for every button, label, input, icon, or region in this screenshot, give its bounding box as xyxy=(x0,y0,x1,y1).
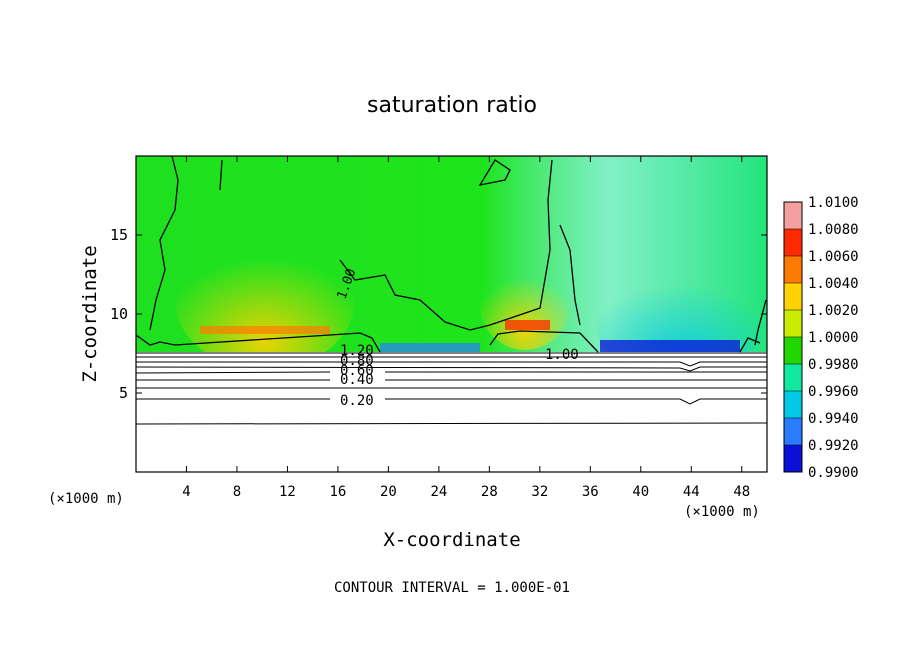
colorbar-segment xyxy=(784,202,802,230)
x-tick-label: 44 xyxy=(683,484,700,500)
hot-strip-center xyxy=(505,320,550,330)
warm-region-left xyxy=(175,230,355,370)
contour-label: 0.40 xyxy=(340,372,374,388)
chart-title: saturation ratio xyxy=(367,93,537,118)
footer-text: CONTOUR INTERVAL = 1.000E-01 xyxy=(334,580,570,596)
x-tick-label: 20 xyxy=(380,484,397,500)
contour-near-surface xyxy=(135,330,761,353)
stratification-contours xyxy=(135,352,768,425)
y-axis: 5 10 15 xyxy=(110,226,767,402)
colorbar-segment xyxy=(784,337,802,365)
colorbar: 1.0100 1.0080 1.0060 1.0040 1.0020 1.0000 0.99… xyxy=(783,195,859,481)
x-axis-label: X-coordinate xyxy=(383,529,520,551)
colorbar-label: 1.0020 xyxy=(808,303,859,319)
warm-region-center xyxy=(480,260,570,350)
colorbar-segment xyxy=(784,445,802,473)
colorbar-label: 0.9980 xyxy=(808,357,859,373)
colorbar-label: 0.9940 xyxy=(808,411,859,427)
contour-labels: 1.20 0.80 0.60 0.40 0.20 1.00 1.00 xyxy=(335,267,579,409)
contour-label: 1.20 xyxy=(340,343,374,359)
x-tick-label: 12 xyxy=(279,484,296,500)
x-tick-label: 8 xyxy=(233,484,241,500)
colorbar-label: 1.0000 xyxy=(808,330,859,346)
x-unit-right: (×1000 m) xyxy=(684,504,760,520)
cold-strip-mid xyxy=(380,343,480,353)
y-tick-label: 5 xyxy=(119,384,128,402)
contour-label: 0.20 xyxy=(340,393,374,409)
x-tick-label: 28 xyxy=(481,484,498,500)
x-tick-label: 4 xyxy=(182,484,190,500)
x-tick-label: 48 xyxy=(733,484,750,500)
x-tick-label: 32 xyxy=(531,484,548,500)
x-unit-left: (×1000 m) xyxy=(48,491,124,507)
colorbar-label: 0.9920 xyxy=(808,438,859,454)
cold-strip-right xyxy=(600,340,740,352)
colorbar-segment xyxy=(784,229,802,257)
colorbar-label: 0.9960 xyxy=(808,384,859,400)
colorbar-label: 0.9900 xyxy=(808,465,859,481)
x-tick-label: 40 xyxy=(632,484,649,500)
contour-label: 0.60 xyxy=(340,363,374,379)
y-axis-label: Z-coordinate xyxy=(79,245,101,382)
contour-1-00 xyxy=(149,155,767,346)
colorbar-label: 1.0060 xyxy=(808,249,859,265)
hot-strip-left xyxy=(200,326,330,334)
colorbar-segment xyxy=(784,256,802,284)
colorbar-segment xyxy=(784,310,802,338)
x-tick-label: 16 xyxy=(329,484,346,500)
contour-label: 0.80 xyxy=(340,353,374,369)
colorbar-label: 1.0040 xyxy=(808,276,859,292)
colorbar-segment xyxy=(784,418,802,446)
colorbar-label: 1.0100 xyxy=(808,195,859,211)
colorbar-label: 1.0080 xyxy=(808,222,859,238)
colorbar-segment xyxy=(784,391,802,419)
x-tick-label: 36 xyxy=(582,484,599,500)
x-tick-label: 24 xyxy=(430,484,447,500)
colorbar-segment xyxy=(784,283,802,311)
y-tick-label: 10 xyxy=(110,305,128,323)
contour-label: 1.00 xyxy=(545,347,579,363)
plot-area xyxy=(135,155,768,473)
colorbar-segment xyxy=(784,364,802,392)
lower-white-area xyxy=(136,352,767,472)
y-tick-label: 15 xyxy=(110,226,128,244)
x-axis: 4 8 12 16 20 24 28 32 36 40 44 48 xyxy=(182,156,750,500)
